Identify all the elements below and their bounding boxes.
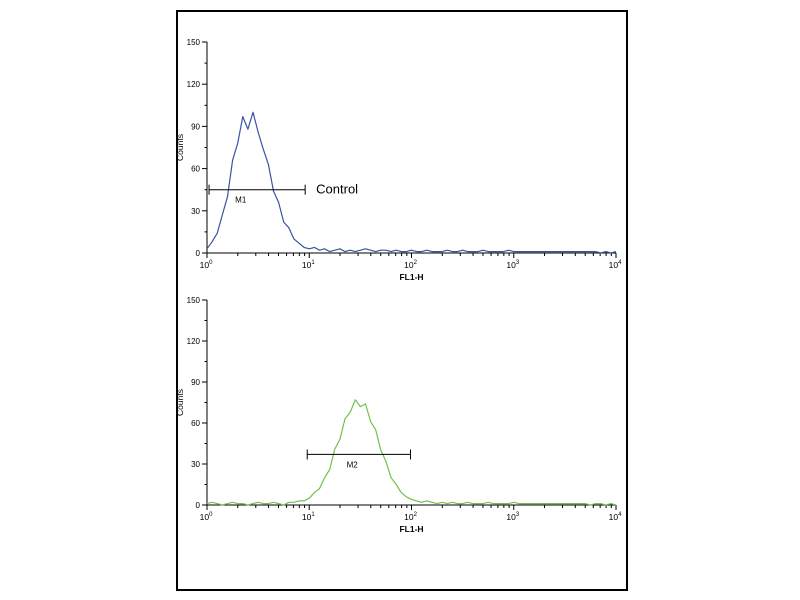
marker-m2-bracket: M2 [306, 449, 411, 469]
marker-annotation: Control [316, 182, 358, 197]
x-tick-label: 100 [200, 512, 213, 522]
y-tick-label: 60 [191, 419, 200, 428]
bottom-histogram-panel: 0 30 60 90 120 150 Counts 100 101 102 103 104 FL1-H M… [178, 296, 622, 534]
top-histogram-panel: 0 30 60 90 120 150 Counts 100 101 102 103 104 FL1-H M… [178, 38, 622, 282]
y-tick-label: 90 [191, 122, 200, 131]
flow-cytometry-histograms: 0 30 60 90 120 150 Counts 100 101 102 103 104 FL1-H M… [178, 38, 622, 534]
x-tick-label: 103 [506, 512, 519, 522]
y-tick-label: 0 [196, 501, 201, 510]
x-tick-label: 104 [609, 512, 622, 522]
y-tick-label: 60 [191, 165, 200, 174]
stained-cells-histogram [206, 399, 617, 506]
y-tick-label: 30 [191, 460, 200, 469]
x-tick-label: 103 [506, 260, 519, 270]
x-tick-label: 104 [609, 260, 622, 270]
x-axis-title: FL1-H [399, 272, 423, 282]
x-axis-title: FL1-H [399, 524, 423, 534]
control-cells-histogram [206, 111, 617, 254]
figure-border-box: 0 30 60 90 120 150 Counts 100 101 102 103 104 FL1-H M… [176, 10, 628, 591]
x-tick-label: 101 [302, 260, 315, 270]
y-axis-title: Counts [178, 389, 185, 416]
y-tick-label: 120 [187, 337, 201, 346]
x-tick-label: 101 [302, 512, 315, 522]
marker-m1-bracket: M1 Control [208, 182, 358, 205]
y-tick-label: 150 [187, 38, 201, 47]
marker-label: M2 [347, 460, 359, 469]
y-tick-label: 30 [191, 207, 200, 216]
x-tick-label: 102 [404, 512, 417, 522]
x-tick-label: 100 [200, 260, 213, 270]
y-axis-title: Counts [178, 134, 185, 161]
marker-label: M1 [235, 196, 247, 205]
x-tick-label: 102 [404, 260, 417, 270]
y-tick-label: 0 [196, 249, 201, 258]
y-tick-label: 120 [187, 80, 201, 89]
y-tick-label: 90 [191, 378, 200, 387]
y-tick-label: 150 [187, 296, 201, 305]
